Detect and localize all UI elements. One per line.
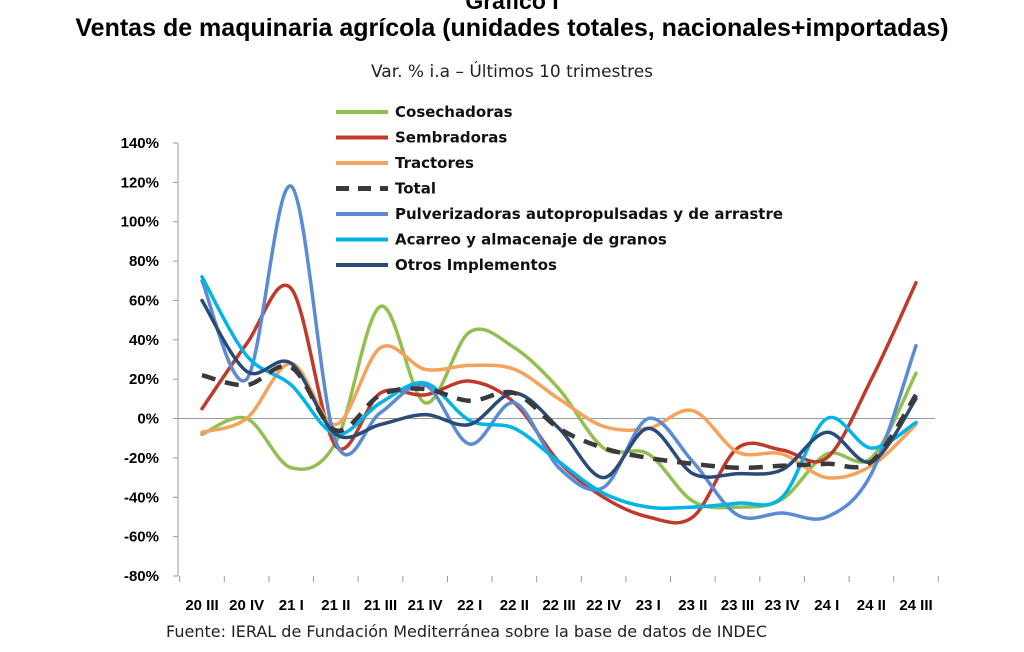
source-note: Fuente: IERAL de Fundación Mediterránea …	[166, 622, 768, 641]
y-tick-label: 60%	[129, 292, 159, 309]
x-tick-label: 21 I	[279, 597, 304, 614]
legend-label: Cosechadoras	[395, 103, 513, 121]
legend-label: Total	[395, 180, 436, 198]
chart-axes: 140% 120% 100% 80% 60% 40% 20% 0% -20% -40% -60% -8…	[121, 135, 939, 614]
chart-series	[200, 184, 918, 525]
legend-label: Sembradoras	[395, 129, 507, 147]
legend-label: Otros Implementos	[395, 256, 557, 274]
chart-subtitle: Var. % i.a – Últimos 10 trimestres	[370, 62, 654, 82]
legend-label: Tractores	[395, 154, 474, 172]
series-line-acarreo-y-almacenaje-de-granos	[200, 275, 918, 511]
series-line-total	[201, 363, 918, 471]
x-tick-label: 24 II	[857, 597, 886, 614]
series-line-sembradoras	[200, 280, 918, 525]
x-tick-label: 24 III	[899, 597, 932, 614]
y-tick-label: 0%	[137, 411, 159, 428]
x-tick-label: 23 III	[721, 597, 754, 614]
legend-label: Pulverizadoras autopropulsadas y de arra…	[395, 205, 783, 223]
x-tick-label: 23 I	[636, 597, 661, 614]
y-tick-label: 140%	[121, 135, 159, 152]
x-tick-label: 23 IV	[765, 597, 800, 614]
y-tick-label: -60%	[124, 529, 159, 546]
y-tick-label: 40%	[129, 332, 159, 349]
x-tick-label: 20 IV	[229, 597, 264, 614]
x-tick-label: 21 IV	[408, 597, 443, 614]
x-tick-label: 20 III	[185, 597, 218, 614]
series-line-tractores	[200, 344, 918, 480]
y-tick-label: 20%	[129, 371, 159, 388]
y-tick-label: -20%	[124, 450, 159, 467]
chart-legend: Cosechadoras Sembradoras Tractores Total Pul…	[336, 103, 783, 274]
x-tick-label: 21 III	[364, 597, 397, 614]
figure-label: Gráfico I	[465, 0, 559, 14]
y-tick-label: 120%	[121, 174, 159, 191]
x-tick-label: 22 II	[500, 597, 529, 614]
y-tick-label: 100%	[121, 214, 159, 231]
x-tick-label: 24 I	[814, 597, 839, 614]
x-tick-label: 22 IV	[586, 597, 621, 614]
legend-label: Acarreo y almacenaje de granos	[395, 231, 667, 249]
x-tick-label: 21 II	[321, 597, 350, 614]
y-tick-label: -40%	[124, 489, 159, 506]
series-line-pulverizadoras-autopropulsadas-y-de-arrastre	[200, 184, 918, 521]
x-tick-label: 22 III	[542, 597, 575, 614]
y-tick-label: 80%	[129, 253, 159, 270]
y-tick-label: -80%	[124, 568, 159, 585]
x-tick-label: 22 I	[457, 597, 482, 614]
x-tick-label: 23 II	[678, 597, 707, 614]
chart-title: Ventas de maquinaria agrícola (unidades …	[75, 14, 949, 42]
